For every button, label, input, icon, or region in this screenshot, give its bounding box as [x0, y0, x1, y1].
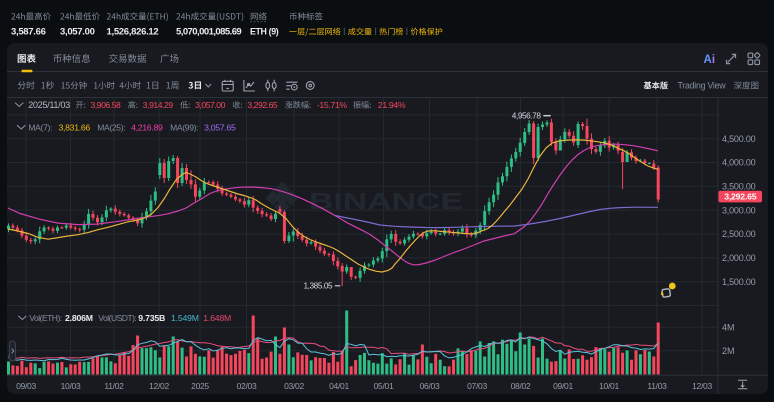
- svg-text:Vol(USDT):: Vol(USDT):: [98, 313, 136, 323]
- svg-text:3,000.00: 3,000.00: [722, 205, 756, 215]
- svg-text:4,000.00: 4,000.00: [722, 158, 756, 168]
- svg-text:1,526,826.12: 1,526,826.12: [107, 27, 159, 38]
- svg-text:02/03: 02/03: [237, 381, 257, 391]
- svg-text:3,500.00: 3,500.00: [722, 182, 756, 192]
- svg-text:1.549M: 1.549M: [171, 313, 199, 323]
- svg-text:9.735B: 9.735B: [138, 313, 165, 323]
- svg-text:3,906.58: 3,906.58: [91, 100, 122, 110]
- svg-text:12/03: 12/03: [692, 381, 712, 391]
- svg-text:1.648M: 1.648M: [203, 313, 231, 323]
- svg-text:4,500.00: 4,500.00: [722, 134, 756, 144]
- svg-text:5,070,001,085.69: 5,070,001,085.69: [176, 27, 241, 38]
- svg-text:2,500.00: 2,500.00: [722, 229, 756, 239]
- svg-text:04/01: 04/01: [329, 381, 349, 391]
- svg-text:1,500.00: 1,500.00: [722, 277, 756, 287]
- svg-text:2025: 2025: [191, 381, 209, 391]
- svg-text:21.94%: 21.94%: [378, 100, 406, 110]
- svg-text:4,956.78: 4,956.78: [512, 110, 542, 120]
- svg-text:Ai: Ai: [704, 54, 716, 66]
- svg-text:3,587.66: 3,587.66: [11, 27, 46, 38]
- svg-text:Vol(ETH):: Vol(ETH):: [29, 313, 61, 323]
- svg-text:MA(25):: MA(25):: [97, 122, 125, 132]
- svg-text:10/01: 10/01: [599, 381, 619, 391]
- svg-text:05/01: 05/01: [374, 381, 394, 391]
- svg-text:3,057.65: 3,057.65: [204, 122, 236, 132]
- svg-text:Trading View: Trading View: [678, 81, 727, 91]
- svg-text:2025/11/03: 2025/11/03: [28, 100, 70, 110]
- svg-text:ETH (9): ETH (9): [250, 27, 279, 37]
- svg-text:10/03: 10/03: [61, 381, 81, 391]
- svg-text:07/03: 07/03: [467, 381, 487, 391]
- svg-text:2.806M: 2.806M: [65, 313, 93, 323]
- svg-text:11/03: 11/03: [647, 381, 667, 391]
- svg-text:3,292.65: 3,292.65: [724, 192, 757, 202]
- svg-text:08/02: 08/02: [511, 381, 531, 391]
- svg-text:09/01: 09/01: [553, 381, 573, 391]
- svg-text:3,057.00: 3,057.00: [60, 27, 95, 38]
- svg-text:MA(99):: MA(99):: [170, 122, 198, 132]
- svg-text:03/02: 03/02: [284, 381, 304, 391]
- svg-text:3,831.66: 3,831.66: [59, 122, 91, 132]
- svg-text:11/02: 11/02: [104, 381, 124, 391]
- svg-text:4,216.89: 4,216.89: [131, 122, 163, 132]
- svg-text:3,914.29: 3,914.29: [143, 100, 174, 110]
- svg-text:06/03: 06/03: [420, 381, 440, 391]
- svg-text:09/03: 09/03: [16, 381, 36, 391]
- svg-text:2M: 2M: [722, 346, 735, 356]
- svg-text:-15.71%: -15.71%: [317, 100, 348, 110]
- svg-text:3,057.00: 3,057.00: [195, 100, 226, 110]
- svg-text:3,292.65: 3,292.65: [247, 100, 278, 110]
- svg-text:BINANCE: BINANCE: [309, 188, 463, 214]
- svg-text:4M: 4M: [722, 323, 735, 333]
- svg-text:MA(7):: MA(7):: [28, 122, 52, 132]
- svg-text:2,000.00: 2,000.00: [722, 253, 756, 263]
- svg-text:1,385.05: 1,385.05: [304, 281, 334, 291]
- svg-text:12/02: 12/02: [149, 381, 169, 391]
